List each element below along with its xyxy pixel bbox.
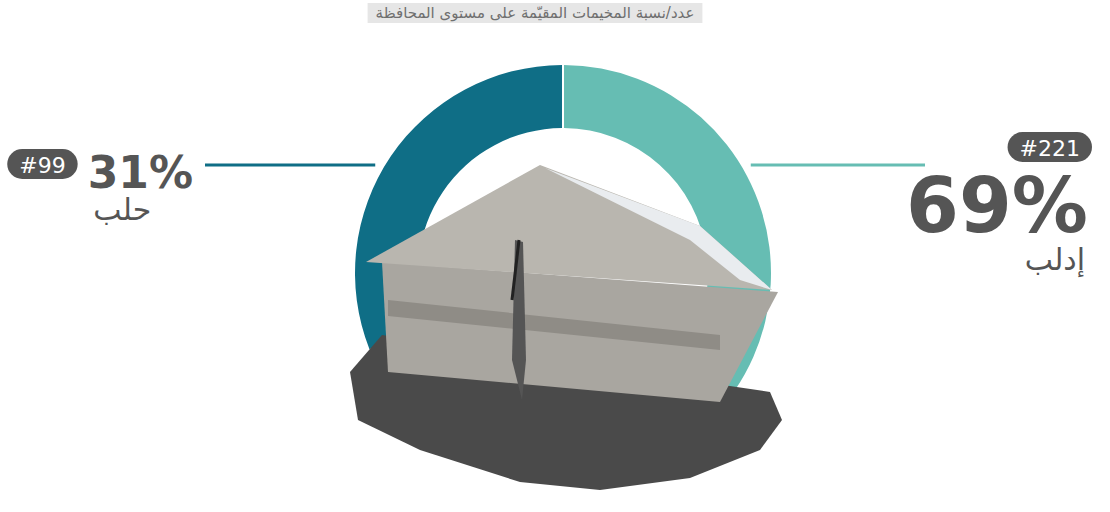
tent-pole bbox=[512, 240, 519, 300]
count-pill bbox=[7, 149, 77, 179]
category-label: حلب bbox=[93, 192, 151, 227]
chart: عدد/نسبة المخيمات المقيّمة على مستوى الم… bbox=[0, 0, 1110, 512]
title-background bbox=[368, 3, 703, 23]
tent-part bbox=[388, 300, 720, 350]
title-group: عدد/نسبة المخيمات المقيّمة على مستوى الم… bbox=[368, 3, 703, 23]
tent-part bbox=[512, 240, 526, 400]
tent-illustration bbox=[350, 165, 782, 490]
category-label: إدلب bbox=[1025, 242, 1085, 278]
labels: #22169%إدلب 31% #99 حلب bbox=[7, 132, 1092, 278]
leader-line bbox=[205, 164, 375, 167]
count-label: #221 bbox=[1020, 136, 1080, 161]
leader-line bbox=[751, 164, 925, 167]
value-label: 69% bbox=[906, 161, 1088, 250]
value-label: 31% bbox=[88, 147, 193, 198]
count-pill bbox=[1008, 132, 1092, 162]
tent-part bbox=[366, 165, 772, 290]
count-label: #99 bbox=[19, 153, 65, 178]
title: عدد/نسبة المخيمات المقيّمة على مستوى الم… bbox=[376, 4, 695, 22]
leader-lines bbox=[205, 165, 925, 166]
tent-part bbox=[545, 168, 772, 290]
